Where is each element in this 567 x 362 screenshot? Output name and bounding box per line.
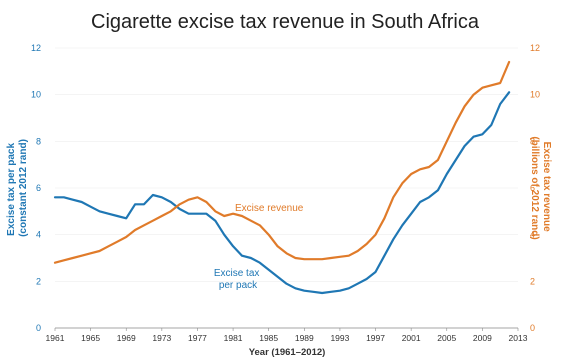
y-axis-label-right-line2: (billions of 2012 rand) <box>529 136 540 239</box>
x-tick-label: 1965 <box>81 333 100 343</box>
series-line-excise-revenue <box>53 60 511 264</box>
series-group <box>53 60 511 295</box>
x-tick-label: 2009 <box>473 333 492 343</box>
x-tick-label: 1961 <box>46 333 65 343</box>
annotation-per-pack-line1: Excise tax <box>214 268 260 279</box>
y-axis-label-left: Excise tax per pack (constant 2012 rand) <box>6 139 29 237</box>
y-left-tick-label: 12 <box>31 43 41 53</box>
annotation-excise-tax-per-pack: Excise tax per pack <box>214 268 262 291</box>
x-tick-label: 1981 <box>224 333 243 343</box>
y-left-tick-label: 6 <box>36 183 41 193</box>
y-right-tick-label: 0 <box>530 323 535 333</box>
y-right-tick-label: 10 <box>530 90 540 100</box>
x-axis-label: Year (1961–2012) <box>249 347 326 358</box>
x-axis: 1961 1965 1969 1973 1977 1981 1985 1989 1993 1997… <box>46 328 528 343</box>
y-right-tick-label: 6 <box>530 183 535 193</box>
y-left-tick-label: 0 <box>36 323 41 333</box>
x-tick-label: 1969 <box>117 333 136 343</box>
y-right-tick-label: 8 <box>530 136 535 146</box>
annotation-per-pack-line2: per pack <box>219 280 258 291</box>
x-tick-label: 1977 <box>188 333 207 343</box>
x-tick-label: 2005 <box>437 333 456 343</box>
y-axis-label-right: Excise tax revenue (billions of 2012 ran… <box>529 136 552 239</box>
annotation-excise-revenue: Excise revenue <box>235 203 304 214</box>
x-tick-label: 1973 <box>152 333 171 343</box>
y-axis-label-left-line2: (constant 2012 rand) <box>18 139 29 237</box>
right-axis: 0 2 4 6 8 10 12 <box>530 43 540 333</box>
x-tick-label: 2013 <box>509 333 528 343</box>
y-right-tick-label: 2 <box>530 276 535 286</box>
y-axis-label-left-line1: Excise tax per pack <box>6 143 17 236</box>
x-tick-label: 1985 <box>259 333 278 343</box>
chart-title: Cigarette excise tax revenue in South Af… <box>91 11 480 33</box>
series-line-excise-tax-per-pack <box>53 91 511 295</box>
y-left-tick-label: 4 <box>36 230 41 240</box>
y-right-tick-label: 4 <box>530 230 535 240</box>
y-axis-label-right-line1: Excise tax revenue <box>541 142 552 232</box>
y-left-tick-label: 10 <box>31 90 41 100</box>
x-tick-label: 2001 <box>402 333 421 343</box>
y-right-tick-label: 12 <box>530 43 540 53</box>
y-left-tick-label: 2 <box>36 276 41 286</box>
x-tick-label: 1989 <box>295 333 314 343</box>
left-axis: 0 2 4 6 8 10 12 <box>31 43 41 333</box>
y-left-tick-label: 8 <box>36 136 41 146</box>
x-tick-label: 1997 <box>366 333 385 343</box>
x-tick-label: 1993 <box>330 333 349 343</box>
grid <box>55 47 518 282</box>
